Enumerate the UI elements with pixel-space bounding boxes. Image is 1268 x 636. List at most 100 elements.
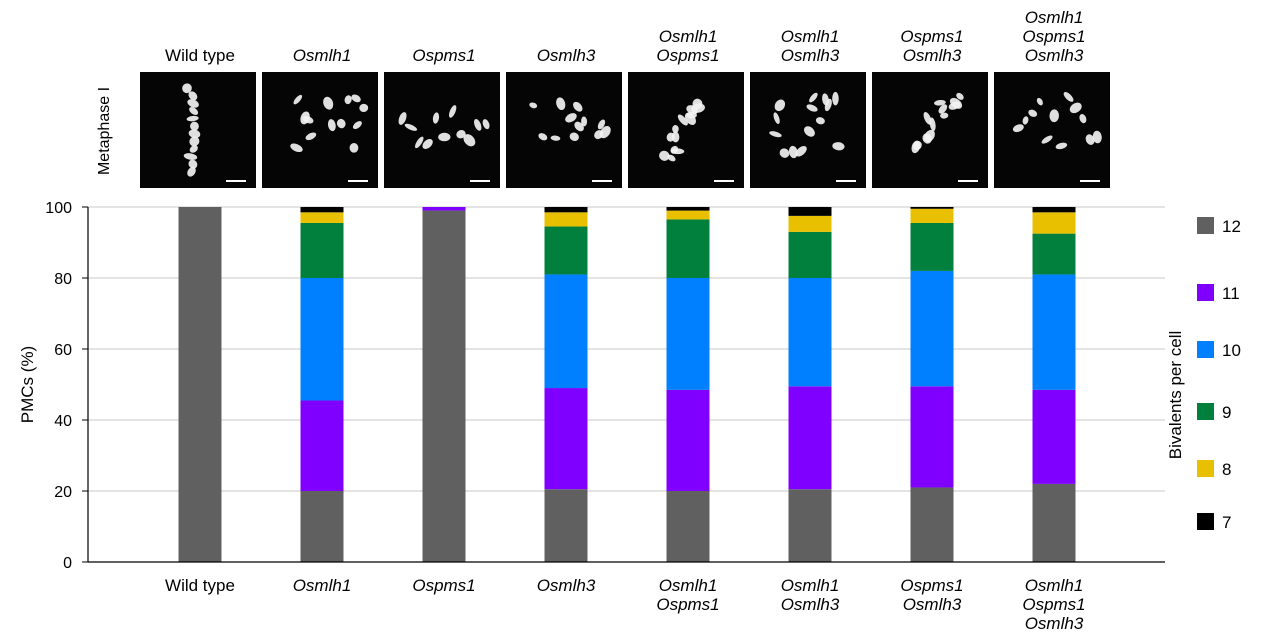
panel-header-osmlh3: Osmlh3 — [537, 46, 596, 65]
micrograph-background — [994, 72, 1110, 188]
bar-osmlh1-10 — [300, 278, 344, 401]
bar-osmlh1-ospms1-osmlh3-12 — [1032, 483, 1076, 562]
x-tick-label-osmlh1-ospms1: Osmlh1 Ospms1 — [656, 576, 719, 614]
micrograph-osmlh1-ospms1-osmlh3 — [994, 72, 1110, 188]
chromosome-spot — [779, 148, 790, 158]
chromosome-spot — [188, 159, 198, 169]
x-tick-label-line: Ospms1 — [656, 595, 719, 614]
chromosome-spot — [422, 138, 433, 150]
x-tick-label-line: Osmlh3 — [1025, 614, 1084, 633]
panel-header-osmlh1-osmlh3: Osmlh1 Osmlh3 — [781, 27, 840, 65]
chromosome-spot — [569, 132, 579, 142]
legend-swatch-12 — [1197, 217, 1214, 234]
legend-label-12: 12 — [1222, 217, 1241, 236]
legend-label-8: 8 — [1222, 460, 1231, 479]
chromosome-spot — [398, 112, 407, 125]
bar-osmlh1-11 — [300, 400, 344, 491]
bar-osmlh1-ospms1-osmlh3-9 — [1032, 233, 1076, 275]
chromosome-spot — [938, 104, 948, 114]
bar-osmlh3-10 — [544, 274, 588, 389]
panel-header-wild-type: Wild type — [165, 46, 235, 65]
bar-ospms1-osmlh3-10 — [910, 270, 954, 387]
chromosome-spot — [189, 145, 198, 153]
bar-osmlh1-8 — [300, 212, 344, 223]
chromosome-spot — [934, 99, 946, 106]
chromosome-spot — [456, 130, 466, 139]
x-tick-label-osmlh1: Osmlh1 — [293, 576, 352, 595]
scale-bar — [714, 180, 734, 182]
chromosome-spot — [671, 131, 680, 143]
panel-header-ospms1: Ospms1 — [412, 46, 475, 65]
y-tick-label-100: 100 — [45, 200, 72, 217]
chromosome-spot — [190, 121, 199, 131]
x-tick-label-line: Osmlh3 — [781, 595, 840, 614]
x-tick-label-osmlh1-osmlh3: Osmlh1 Osmlh3 — [781, 576, 840, 614]
chromosome-spot — [677, 114, 688, 126]
chromosome-spot — [1085, 134, 1095, 145]
panel-header-line: Osmlh1 — [293, 46, 352, 65]
x-tick-label-osmlh3: Osmlh3 — [537, 576, 596, 595]
chromosome-spot — [349, 143, 359, 153]
chromosome-spot — [815, 117, 825, 125]
bar-ospms1-osmlh3-8 — [910, 208, 954, 223]
panel-header-osmlh1-ospms1-osmlh3: Osmlh1 Ospms1 Osmlh3 — [1022, 8, 1085, 65]
bar-ospms1-osmlh3-11 — [910, 386, 954, 488]
chromosome-spot — [924, 129, 935, 143]
chromosome-spot — [482, 119, 490, 130]
chromosome-spot — [769, 131, 782, 138]
axes: 0 20 40 60 80 100 PMCs (%) — [18, 200, 1165, 572]
y-tick-label-0: 0 — [63, 555, 72, 572]
panel-header-line: Osmlh3 — [903, 46, 962, 65]
bar-osmlh1-ospms1-10 — [666, 278, 710, 390]
x-tick-label-line: Osmlh1 — [659, 576, 718, 595]
chromosome-spot — [806, 104, 818, 112]
bar-osmlh1-osmlh3-10 — [788, 278, 832, 387]
legend-swatch-11 — [1197, 284, 1214, 301]
chromosome-spot — [1063, 92, 1074, 102]
chromosome-spot — [186, 115, 199, 122]
chromosome-spot — [415, 136, 424, 149]
chromosome-spot — [581, 116, 588, 127]
legend-label-10: 10 — [1222, 341, 1241, 360]
bar-osmlh1-ospms1-osmlh3-8 — [1032, 212, 1076, 234]
chromosome-spot — [692, 98, 703, 109]
x-tick-label-line: Ospms1 — [900, 576, 963, 595]
scale-bar — [348, 180, 368, 182]
panel-header-line: Osmlh3 — [781, 46, 840, 65]
chromosome-spot — [1012, 124, 1024, 133]
legend-label-11: 11 — [1222, 284, 1240, 303]
bar-osmlh1-ospms1-osmlh3-7 — [1032, 207, 1076, 213]
panel-header-ospms1-osmlh3: Ospms1 Osmlh3 — [900, 27, 963, 65]
chromosome-spot — [529, 102, 538, 109]
x-tick-label-line: Wild type — [165, 576, 235, 595]
chromosome-spot — [949, 97, 963, 109]
legend: 12 11 10 9 8 7 Bivalents per cell — [1166, 217, 1241, 532]
micrograph-osmlh1-osmlh3 — [750, 72, 866, 188]
bar-osmlh3-7 — [544, 207, 588, 213]
chromosome-spot — [1036, 97, 1043, 106]
scale-bar — [592, 180, 612, 182]
chromosome-spot — [344, 95, 352, 105]
chromosome-spot — [594, 130, 604, 140]
chromosome-spot — [670, 148, 685, 155]
chromosome-spot — [300, 111, 310, 125]
chromosome-spot — [550, 135, 561, 141]
bar-osmlh1-ospms1-9 — [666, 219, 710, 278]
chromosome-spot — [359, 103, 369, 113]
bar-osmlh1-ospms1-7 — [666, 207, 710, 211]
chromosome-spot — [189, 107, 199, 115]
x-tick-labels: Wild type Osmlh1 Ospms1 Osmlh3 Osmlh1 Ospms1O… — [165, 576, 1086, 633]
x-tick-label-line: Osmlh3 — [903, 595, 962, 614]
y-tick-label-80: 80 — [54, 271, 72, 288]
bar-osmlh1-ospms1-osmlh3-11 — [1032, 389, 1076, 484]
chromosome-spot — [463, 134, 476, 147]
chromosome-spot — [183, 153, 198, 160]
bar-osmlh1-osmlh3-12 — [788, 489, 832, 562]
chromosome-spot — [305, 132, 317, 141]
bar-osmlh1-12 — [300, 491, 344, 562]
chromosome-spot — [565, 113, 577, 123]
chromosome-spot — [1069, 102, 1082, 114]
panel-header-line: Ospms1 — [656, 46, 719, 65]
micrograph-background — [262, 72, 378, 188]
